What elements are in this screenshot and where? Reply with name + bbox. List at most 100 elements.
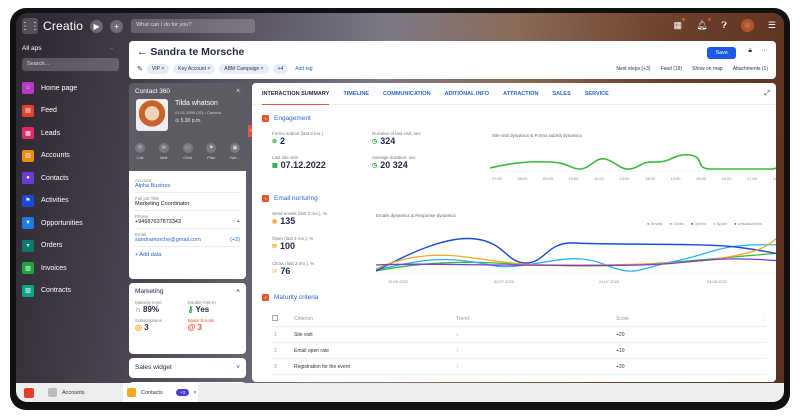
sales-widget-label: Sales widget: [135, 364, 172, 371]
maturity-criteria-section[interactable]: ˄ Maturity criteria: [262, 294, 318, 301]
sidebar-item-contacts[interactable]: ● Contacts: [16, 167, 123, 190]
sales-widget[interactable]: Sales widget ˅: [129, 358, 246, 378]
row-number: 3: [274, 363, 277, 370]
tab-aditional-info[interactable]: ADITIONAL INFO: [444, 91, 490, 97]
add-tag-link[interactable]: Add tag: [295, 66, 313, 72]
row-number: 2: [274, 347, 277, 354]
contacts-icon: [127, 388, 136, 397]
col-criterion[interactable]: Criterion: [294, 315, 313, 322]
bell-icon[interactable]: 🔔︎: [696, 18, 712, 30]
apps-icon[interactable]: ▦: [673, 18, 685, 30]
plus-icon[interactable]: +: [110, 19, 124, 33]
creatio-app-icon[interactable]: [24, 387, 34, 398]
settings-icon[interactable]: ☰: [767, 20, 776, 30]
col-trend[interactable]: Trend: [456, 315, 469, 322]
phone-field[interactable]: +94687637873343 ◌ +: [135, 219, 240, 229]
expand-icon[interactable]: ⤢: [764, 90, 770, 97]
tab-attraction[interactable]: ATTRACTION: [503, 91, 539, 97]
col-score[interactable]: Score: [616, 315, 630, 322]
legend-item[interactable]: ● Emails: [647, 221, 663, 226]
help-icon[interactable]: ❓︎: [721, 20, 727, 30]
lock-icon[interactable]: 🔒︎: [748, 47, 752, 54]
more-icon[interactable]: ···: [761, 47, 768, 54]
app-grid-icon[interactable]: ⋮⋮: [20, 18, 40, 34]
plan-button[interactable]: ⚑ Plan: [206, 143, 217, 160]
sidebar-item-opportunities[interactable]: ▼ Opportunities: [16, 212, 123, 235]
x-tick: 13:00: [645, 176, 656, 181]
taskbar-contacts[interactable]: Contacts: [123, 383, 198, 402]
show-on-map-link[interactable]: Show on map: [692, 66, 723, 72]
sidebar-item-orders[interactable]: ▾ Orders: [16, 235, 123, 258]
marketing-title: Marketing: [135, 288, 164, 295]
tab-communication[interactable]: COMMUNICATION: [383, 91, 431, 97]
add-data-link[interactable]: + Add data: [135, 252, 162, 258]
engagement-section[interactable]: ˄ Engagement: [262, 115, 311, 122]
sidebar-item-activities[interactable]: ⚑ Activities: [16, 190, 123, 213]
tab-service[interactable]: SERVICE: [584, 91, 609, 97]
tab-interaction-summary[interactable]: INTERACTION SUMMARY: [262, 91, 330, 105]
contacts-icon: ●: [22, 172, 34, 185]
opportunities-icon: ▼: [22, 217, 34, 230]
taskbar: Accounts Contacts +3 ×: [16, 383, 784, 402]
save-button[interactable]: Save: [707, 47, 736, 59]
tab-timeline[interactable]: TIMELINE: [343, 91, 369, 97]
net-button[interactable]: ▣ Net...: [230, 143, 240, 160]
select-all-checkbox[interactable]: [272, 314, 278, 321]
sidebar-search-input[interactable]: Search...: [22, 58, 119, 71]
feed-link[interactable]: Feed (19): [660, 66, 683, 72]
x-tick: 10:00: [568, 176, 579, 181]
call-button[interactable]: ✆ Call: [135, 143, 145, 160]
sidebar-item-label: Activities: [41, 197, 69, 205]
sidebar-menu-icon[interactable]: ·: [110, 45, 113, 52]
legend-item[interactable]: ● Clicks: [669, 221, 684, 226]
tag-vip[interactable]: VIP ×: [146, 64, 170, 74]
tag-abm[interactable]: ABM Campaign ×: [219, 64, 269, 74]
sidebar-item-accounts[interactable]: ▥ Accounts: [16, 145, 123, 168]
email-field[interactable]: sandramorche@gmail.com (+2): [135, 237, 240, 247]
email-more[interactable]: (+2): [230, 237, 240, 243]
more-tabs-badge[interactable]: +3: [176, 389, 190, 396]
tab-sales[interactable]: SALES: [552, 91, 571, 97]
attachments-link[interactable]: Attachments (1): [732, 66, 768, 72]
table-row[interactable]: 2 Email open rate ↑ +10: [272, 343, 766, 359]
sidebar-item-leads[interactable]: ▦ Leads: [16, 122, 123, 145]
add-phone-icon[interactable]: ◌ +: [231, 219, 240, 225]
subscriptions-value: 3: [144, 323, 149, 332]
tag-icon: ✎: [137, 66, 143, 73]
email-nurturing-section[interactable]: ˄ Email nurturing: [262, 195, 318, 202]
global-search-input[interactable]: What can I do for you?: [131, 19, 256, 33]
collapse-icon[interactable]: ˄: [236, 88, 240, 95]
email-chart-title: Emails dynamics & Response dynamics: [376, 213, 456, 218]
sidebar-item-invoices[interactable]: ▧ Invoices: [16, 257, 123, 280]
taskbar-accounts[interactable]: Accounts: [48, 383, 123, 402]
sidebar-item-contracts[interactable]: ▨ Contracts: [16, 280, 123, 303]
sidebar-item-feed[interactable]: ▤ Feed: [16, 100, 123, 123]
account-value[interactable]: Alpha Busines: [135, 183, 240, 193]
leads-icon: ▦: [22, 127, 34, 140]
page-title[interactable]: ← Sandra te Morsche: [137, 46, 245, 58]
legend-item[interactable]: ● Unsubscribes: [734, 221, 762, 226]
user-avatar[interactable]: [740, 19, 754, 32]
collapse-icon[interactable]: ˄: [236, 288, 240, 295]
close-icon[interactable]: ×: [193, 389, 197, 396]
chat-button[interactable]: ▭ Chat: [182, 143, 193, 160]
job-value[interactable]: Marketing Coordinator: [135, 201, 240, 211]
table-row[interactable]: 3 Registration for the event ↑ +30: [272, 359, 766, 375]
device-frame: ⋮⋮ Creatio ▶ + What can I do for you? ▦ …: [10, 8, 790, 410]
site-visit-chart: [490, 153, 776, 172]
sent-value: 135: [280, 216, 296, 226]
forms-value: 2: [280, 136, 286, 146]
clicks-value: 76: [280, 266, 291, 276]
tag-key-account[interactable]: Key Account ×: [173, 64, 216, 74]
play-icon[interactable]: ▶: [90, 19, 104, 33]
legend-item[interactable]: ● Opens: [690, 221, 707, 226]
legend-item[interactable]: ● Spam: [713, 221, 728, 226]
table-row[interactable]: 1 Site visit ↓ +20: [272, 327, 766, 343]
next-steps-link[interactable]: Next steps (+3): [616, 66, 651, 72]
column-menu-icon[interactable]: ⋮: [761, 315, 766, 322]
mail-button[interactable]: ✉ Mail: [158, 143, 169, 160]
sidebar-item-label: Opportunities: [41, 219, 83, 227]
expand-panel-handle[interactable]: ›: [248, 125, 254, 137]
sidebar-item-home-page[interactable]: ⌂ Home page: [16, 77, 123, 100]
tag-more[interactable]: +4: [272, 64, 289, 74]
